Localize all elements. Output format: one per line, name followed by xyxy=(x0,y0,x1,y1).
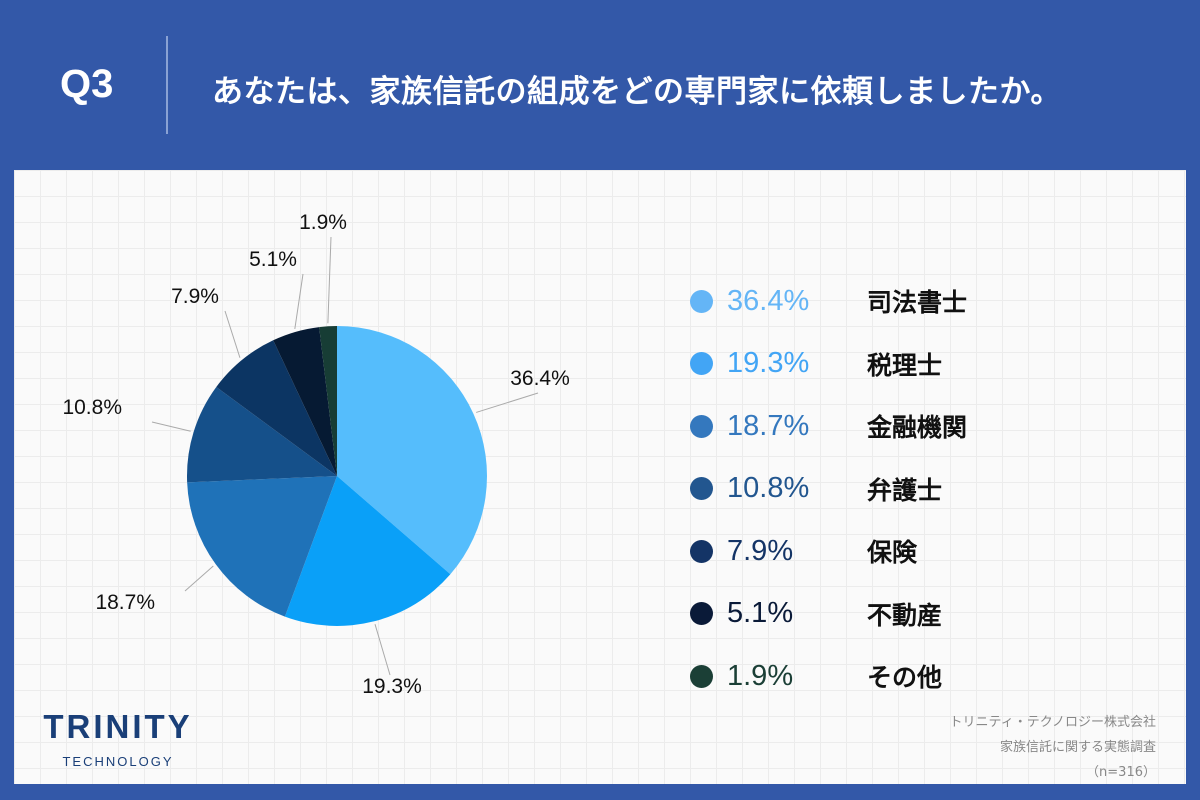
legend-percent: 7.9% xyxy=(727,534,794,567)
legend-dot xyxy=(690,539,713,563)
legend-item: 5.1% 不動産 xyxy=(690,583,967,646)
data-label: 7.9% xyxy=(171,285,219,308)
legend-label: 保険 xyxy=(867,538,918,568)
legend-item: 1.9% その他 xyxy=(690,645,967,708)
leader-line xyxy=(327,236,332,324)
legend-percent: 36.4% xyxy=(727,284,810,317)
legend-percent: 5.1% xyxy=(727,597,794,630)
legend-label: 弁護士 xyxy=(867,475,943,505)
leader-line xyxy=(224,310,241,358)
legend-dot xyxy=(690,602,713,626)
legend-percent: 19.3% xyxy=(727,347,810,380)
legend-dot xyxy=(690,477,713,501)
source-note: トリニティ・テクノロジー株式会社 家族信託に関する実態調査 （n=316） xyxy=(950,710,1156,785)
legend-label: 不動産 xyxy=(867,600,943,630)
pie-slice xyxy=(319,326,337,476)
header-divider xyxy=(166,36,168,134)
data-label: 19.3% xyxy=(362,675,422,698)
pie-slice xyxy=(337,326,487,575)
trinity-logo: TRINITY TECHNOLOGY xyxy=(34,708,202,769)
source-survey: 家族信託に関する実態調査 xyxy=(999,740,1156,755)
legend-percent: 1.9% xyxy=(727,659,794,692)
question-title: あなたは、家族信託の組成をどの専門家に依頼しましたか。 xyxy=(212,74,1062,110)
legend-item: 36.4% 司法書士 xyxy=(690,270,967,333)
legend-item: 7.9% 保険 xyxy=(690,520,967,583)
legend-percent: 18.7% xyxy=(727,409,810,442)
logo-main: TRINITY xyxy=(43,708,193,745)
leader-line xyxy=(184,565,214,592)
legend-item: 10.8% 弁護士 xyxy=(690,458,967,521)
legend-label: 金融機関 xyxy=(867,413,968,443)
pie-slice xyxy=(216,340,337,476)
source-company: トリニティ・テクノロジー株式会社 xyxy=(949,715,1156,730)
legend-dot xyxy=(690,414,713,438)
source-sample: （n=316） xyxy=(1086,765,1156,780)
leader-line xyxy=(374,624,391,676)
pie-slice xyxy=(187,476,337,617)
pie-slice xyxy=(284,476,451,626)
legend: 36.4% 司法書士 19.3% 税理士 18.7% 金融機関 10.8% 弁護士 7.9% 保険… xyxy=(690,270,967,708)
data-label: 18.7% xyxy=(95,591,155,614)
legend-item: 18.7% 金融機関 xyxy=(690,395,967,458)
legend-item: 19.3% 税理士 xyxy=(690,333,967,396)
legend-percent: 10.8% xyxy=(727,472,810,505)
legend-dot xyxy=(690,289,713,313)
legend-dot xyxy=(690,664,713,688)
question-number: Q3 xyxy=(60,62,114,106)
legend-label: その他 xyxy=(867,663,943,693)
data-label: 5.1% xyxy=(249,248,297,271)
data-label: 1.9% xyxy=(299,211,347,234)
leader-line xyxy=(476,392,539,413)
legend-label: 司法書士 xyxy=(867,288,968,318)
legend-dot xyxy=(690,352,713,376)
data-label: 10.8% xyxy=(62,396,122,419)
logo-sub: TECHNOLOGY xyxy=(62,754,174,769)
data-label: 36.4% xyxy=(510,367,570,390)
legend-label: 税理士 xyxy=(867,350,943,380)
pie-slice xyxy=(273,327,337,476)
leader-line xyxy=(294,273,304,330)
pie-slice xyxy=(187,386,337,483)
leader-line xyxy=(151,421,191,432)
